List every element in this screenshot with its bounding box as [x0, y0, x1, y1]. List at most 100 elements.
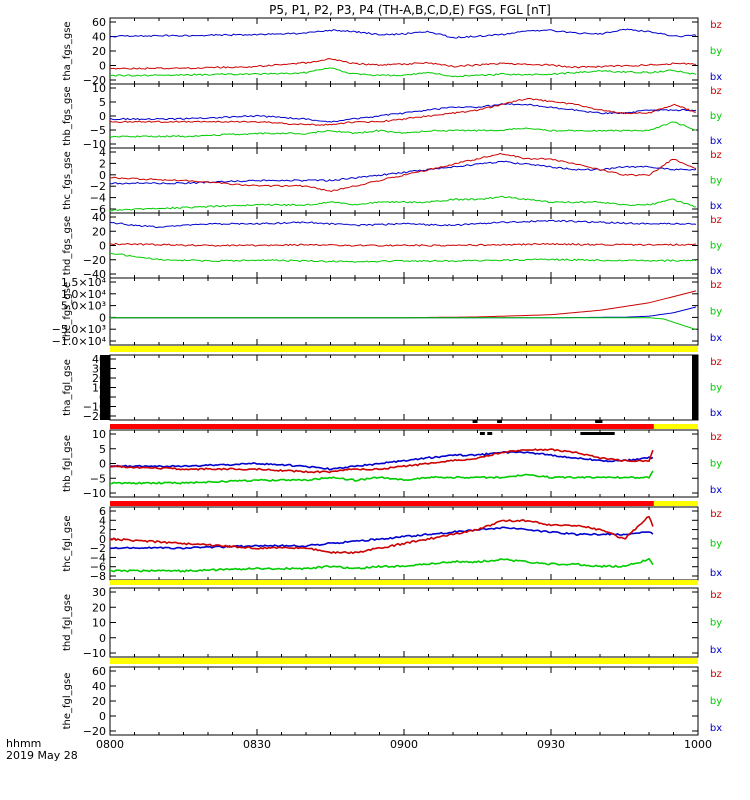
- flag-bar-tha: [110, 346, 698, 352]
- series-line-by: [109, 557, 654, 573]
- panel-frame: [109, 666, 699, 736]
- series-line-bz: [109, 97, 696, 126]
- y-tick-label: 0: [99, 110, 106, 123]
- y-axis-label: thb_fgs_gse: [62, 86, 73, 145]
- y-tick-label: 60: [92, 665, 106, 678]
- y-tick-label: 20: [92, 225, 106, 238]
- flag-bars-group: [100, 346, 698, 664]
- y-tick-label: −20: [83, 74, 106, 87]
- y-tick-label: −5.0×10³: [52, 323, 106, 336]
- y-tick-label: −2: [90, 180, 106, 193]
- y-tick-label: −6: [90, 561, 106, 574]
- y-axis-label: tha_fgl_gse: [62, 359, 73, 416]
- x-tick-label: 1000: [684, 738, 712, 751]
- panel-thc_fgs_gse: 420−2−4−6 thc_fgs_gse bz by bx: [62, 146, 722, 216]
- y-tick-label: −8: [90, 570, 106, 583]
- y-tick-label: 0: [99, 169, 106, 182]
- series-line-bx: [109, 526, 654, 550]
- legend-by: by: [710, 176, 722, 187]
- legend-bz: bz: [710, 215, 722, 226]
- y-axis-label: thd_fgs_gse: [62, 216, 73, 275]
- y-axis-label: thb_fgl_gse: [62, 435, 73, 492]
- legend-bz: bz: [710, 20, 722, 31]
- panel-thd_fgl_gse: 30 20 10 0 −10 thd_fgl_gse bz by bx: [62, 586, 722, 660]
- flag-mark: [580, 432, 615, 435]
- chart-title: P5, P1, P2, P3, P4 (TH-A,B,C,D,E) FGS, F…: [269, 3, 551, 17]
- y-axis-label: thc_fgl_gse: [62, 515, 73, 571]
- flag-bar-thc: [110, 501, 654, 506]
- legend-bx: bx: [710, 408, 722, 419]
- y-tick-label: 10: [92, 82, 106, 95]
- y-axis-label: thc_fgs_gse: [62, 151, 73, 210]
- data-gap-left: [100, 355, 110, 420]
- panel-the_fgl_gse: 60 40 20 0 −20 the_fgl_gse bz by bx: [62, 665, 722, 738]
- legend-bx: bx: [710, 136, 722, 147]
- series-line-bz: [109, 515, 654, 555]
- legend-bz: bz: [710, 150, 722, 161]
- series-line-bx: [110, 160, 697, 185]
- legend-by: by: [710, 539, 722, 550]
- y-tick-label: 0: [99, 240, 106, 253]
- y-tick-label: 4: [99, 146, 106, 159]
- series-line-by: [109, 470, 654, 485]
- legend-by: by: [710, 459, 722, 470]
- series-line-bz: [110, 290, 697, 319]
- y-tick-label: −2: [90, 542, 106, 555]
- flag-bar-thc-yellow: [653, 501, 698, 506]
- y-axis-label: tha_fgs_gse: [62, 21, 73, 80]
- legend-bx: bx: [710, 72, 722, 83]
- series-line-by: [109, 121, 697, 138]
- y-tick-label: 20: [92, 601, 106, 614]
- flag-mark: [595, 420, 603, 423]
- y-tick-label: 0: [99, 458, 106, 471]
- y-tick-label: −1.0×10⁴: [52, 335, 107, 348]
- y-tick-label: 1.5×10⁴: [61, 276, 107, 289]
- legend-bz: bz: [710, 432, 722, 443]
- flag-bar-the: [110, 658, 698, 664]
- series-line-bz: [109, 58, 697, 70]
- series-line-by: [109, 252, 697, 263]
- y-tick-label: 6: [99, 505, 106, 518]
- series-line-by: [109, 67, 697, 78]
- y-tick-label: 40: [92, 211, 106, 224]
- y-tick-label: −4: [90, 551, 106, 564]
- data-gap-right: [692, 355, 698, 420]
- series-line-bz: [109, 448, 654, 474]
- y-tick-label: 5.0×10³: [61, 300, 106, 313]
- y-axis-label: thd_fgl_gse: [62, 594, 73, 651]
- panel-the_fgs_gse: 1.5×10⁴1.0×10⁴5.0×10³0−5.0×10³−1.0×10⁴th…: [52, 276, 723, 348]
- legend-bx: bx: [710, 645, 722, 656]
- y-tick-label: 10: [92, 428, 106, 441]
- y-tick-label: −20: [83, 725, 106, 738]
- panel-thb_fgl_gse: 10 5 0−5 −10 thb_fgl_gse bz by bx: [62, 428, 722, 500]
- legend-bx: bx: [710, 266, 722, 277]
- legend-bz: bz: [710, 509, 722, 520]
- legend-bz: bz: [710, 280, 722, 291]
- series-line-bx: [109, 103, 697, 123]
- y-tick-label: 20: [92, 695, 106, 708]
- flag-mark: [487, 432, 493, 435]
- y-tick-label: −10: [83, 487, 106, 500]
- legend-bx: bx: [710, 485, 722, 496]
- y-tick-label: −40: [83, 268, 106, 281]
- legend-by: by: [710, 241, 722, 252]
- legend-bz: bz: [710, 357, 722, 368]
- legend-bz: bz: [710, 590, 722, 601]
- series-line-by: [110, 317, 697, 330]
- y-tick-label: 2: [99, 157, 106, 170]
- y-tick-label: −4: [90, 192, 106, 205]
- series-line-bx: [109, 28, 697, 39]
- y-tick-label: 0: [99, 710, 106, 723]
- legend-by: by: [710, 383, 722, 394]
- legend-by: by: [710, 46, 722, 57]
- flag-bar-thb: [110, 424, 654, 429]
- legend-by: by: [710, 111, 722, 122]
- x-axis-labels: 0800 0830 0900 0930 1000: [96, 738, 712, 751]
- y-tick-label: 10: [92, 617, 106, 630]
